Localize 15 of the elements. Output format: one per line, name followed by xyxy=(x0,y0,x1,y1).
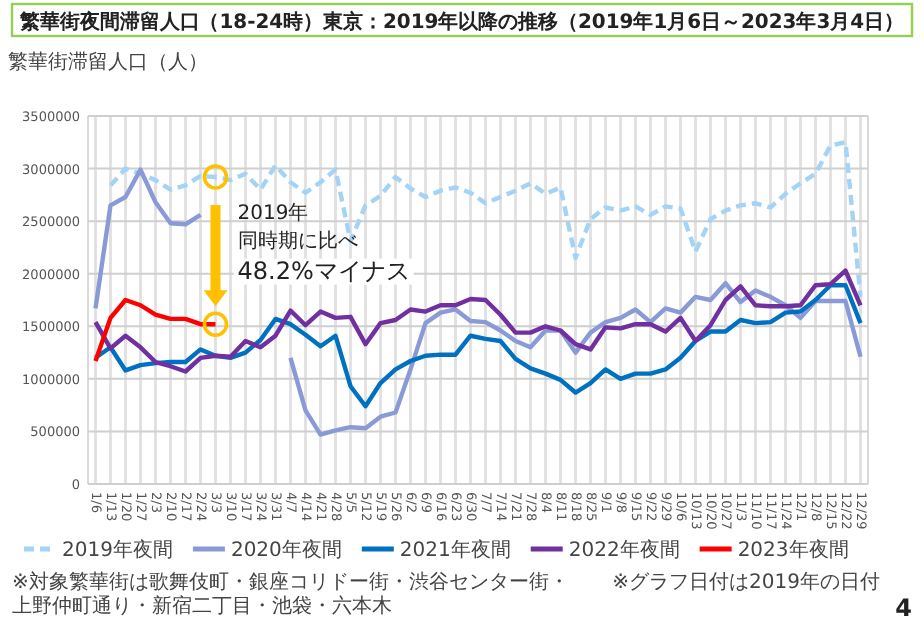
legend-label: 2019年夜間 xyxy=(62,538,173,562)
legend-label: 2020年夜間 xyxy=(230,538,342,562)
text: ※対象繁華街は歌舞伎町・銀座コリドー街・渋谷センター街・上野仲町通り・新宿二丁目・池袋・六本木 xyxy=(12,570,569,618)
legend-label: 2022年夜間 xyxy=(568,538,680,562)
chart-title: 繁華街夜間滞留人口（18-24時）東京：2019年以降の推移（2019年1月6日～2023年3月4日） xyxy=(18,10,907,34)
annotation: 同時期に比べ xyxy=(237,228,358,253)
y-axis-title: 繁華街滞留人口（人） xyxy=(8,50,208,74)
legend-label: 2021年夜間 xyxy=(399,538,511,562)
legend-label: 2023年夜間 xyxy=(737,538,849,562)
text: ※グラフ日付は2019年の日付 xyxy=(612,570,880,594)
annotation: 2019年 xyxy=(237,200,309,225)
annotation: 48.2%マイナス xyxy=(237,256,410,285)
text: 4 xyxy=(895,594,912,622)
line-series xyxy=(93,283,863,409)
line-series xyxy=(108,140,863,300)
